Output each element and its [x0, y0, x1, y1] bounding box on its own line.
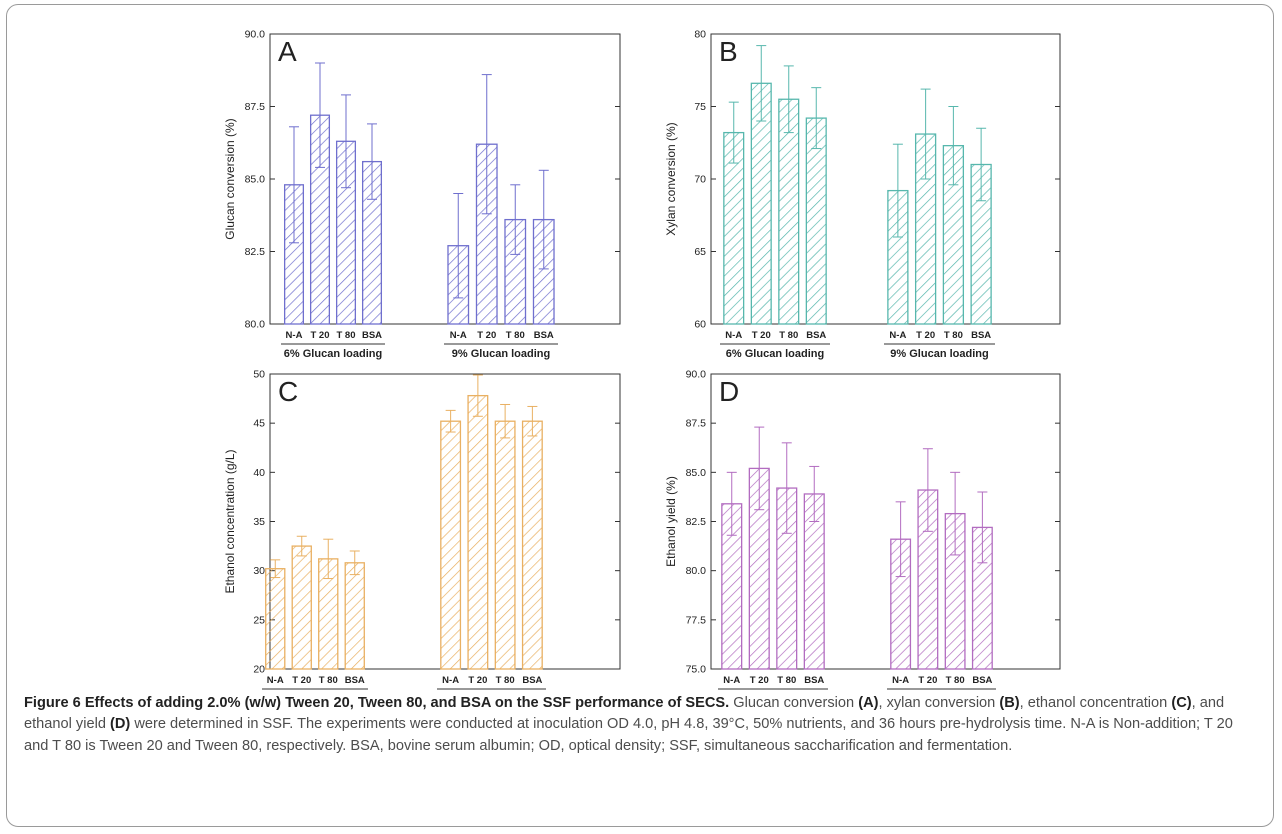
caption-body: Glucan conversion (A), xylan conversion …	[24, 695, 1233, 754]
category-label: T 80	[336, 330, 355, 341]
y-axis-label: Glucan conversion (%)	[223, 118, 237, 239]
caption-part: , and ethanol yield	[24, 695, 1225, 733]
category-label: T 80	[319, 675, 338, 686]
y-tick-label: 85.0	[245, 174, 266, 186]
bar	[521, 420, 543, 670]
y-tick-label: 25	[253, 614, 265, 626]
category-label: T 20	[752, 330, 771, 341]
y-tick-label: 82.5	[686, 516, 707, 528]
y-tick-label: 45	[253, 418, 265, 430]
bar	[265, 568, 286, 670]
panel-label: A	[278, 36, 297, 67]
category-label: T 20	[750, 675, 769, 686]
y-tick-label: 82.5	[245, 246, 266, 258]
caption-part: (C)	[1171, 695, 1192, 711]
y-axis-label: Ethanol yield (%)	[664, 476, 678, 567]
y-tick-label: 35	[253, 516, 265, 528]
panel-label: C	[278, 376, 298, 407]
category-label: N-A	[267, 675, 284, 686]
category-label: T 20	[477, 330, 496, 341]
panel-label: B	[719, 36, 738, 67]
y-tick-label: 65	[694, 246, 706, 258]
bar	[467, 394, 489, 670]
y-tick-label: 85.0	[686, 467, 707, 479]
bar	[440, 420, 462, 670]
category-label: BSA	[362, 330, 382, 341]
category-label: T 80	[944, 330, 963, 341]
y-tick-label: 90.0	[686, 369, 707, 381]
category-label: BSA	[971, 330, 991, 341]
category-label: N-A	[723, 675, 740, 686]
y-tick-label: 77.5	[686, 614, 707, 626]
y-axis-label: Ethanol concentration (g/L)	[223, 449, 237, 593]
y-tick-label: 30	[253, 565, 265, 577]
caption-part: (A)	[858, 695, 879, 711]
y-tick-label: 60	[694, 319, 706, 331]
category-label: T 20	[468, 675, 487, 686]
chart-panel-d: 75.0 77.5 80.0 82.5 85.0 87.5 90.0 D Ethanol yie…	[664, 369, 1061, 690]
group-label: 9% Glucan loading	[452, 348, 550, 360]
caption-part: were determined in SSF. The experiments …	[24, 716, 1233, 754]
category-label: BSA	[534, 330, 554, 341]
bar	[494, 420, 516, 670]
category-label: N-A	[892, 675, 909, 686]
category-label: N-A	[450, 330, 467, 341]
category-label: T 80	[777, 675, 796, 686]
caption-title: Figure 6 Effects of adding 2.0% (w/w) Tw…	[24, 695, 730, 711]
caption-part: (D)	[110, 716, 131, 733]
group-label: 6% Glucan loading	[284, 348, 382, 360]
bar	[291, 545, 312, 670]
caption-part: (B)	[999, 695, 1020, 711]
y-tick-label: 90.0	[245, 29, 266, 41]
category-label: BSA	[806, 330, 826, 341]
category-label: N-A	[286, 330, 303, 341]
bar	[344, 562, 365, 670]
figure-frame	[6, 4, 1274, 827]
y-tick-label: 40	[253, 467, 265, 479]
caption-part: , ethanol concentration	[1019, 695, 1172, 711]
group-label: 9% Glucan loading	[890, 348, 988, 360]
y-tick-label: 75.0	[686, 664, 707, 676]
y-tick-label: 80	[694, 29, 706, 41]
y-tick-label: 20	[253, 664, 265, 676]
chart-panel-b: 60 65 70 75 80 B Xylan conversion (%) N-A T 20 T …	[664, 29, 1061, 360]
chart-panel-a: 80.0 82.5 85.0 87.5 90.0 A Glucan conversion (…	[223, 29, 621, 360]
figure-caption: Figure 6 Effects of adding 2.0% (w/w) Tw…	[24, 693, 1260, 757]
category-label: T 80	[496, 675, 515, 686]
category-label: N-A	[442, 675, 459, 686]
category-label: BSA	[345, 675, 365, 686]
caption-part: Glucan conversion	[729, 695, 859, 711]
y-tick-label: 50	[253, 369, 265, 381]
category-label: T 20	[918, 675, 937, 686]
y-tick-label: 80.0	[245, 319, 266, 331]
panel-label: D	[719, 376, 739, 407]
category-label: BSA	[804, 675, 824, 686]
group-label: 6% Glucan loading	[726, 348, 824, 360]
figure-panels: 80.0 82.5 85.0 87.5 90.0 A Glucan conversion (…	[223, 29, 1061, 690]
chart-panel-c: 20 25 30 35 40 45 50 C Ethanol concentration (g/…	[223, 369, 621, 690]
category-label: N-A	[725, 330, 742, 341]
category-label: T 80	[779, 330, 798, 341]
y-tick-label: 70	[694, 174, 706, 186]
category-label: T 20	[310, 330, 329, 341]
y-axis-label: Xylan conversion (%)	[664, 122, 678, 235]
category-label: N-A	[889, 330, 906, 341]
y-tick-label: 80.0	[686, 565, 707, 577]
caption-part: , xylan conversion	[878, 695, 1000, 711]
category-label: T 20	[916, 330, 935, 341]
category-label: BSA	[972, 675, 992, 686]
category-label: T 80	[506, 330, 525, 341]
y-tick-label: 75	[694, 101, 706, 113]
y-tick-label: 87.5	[245, 101, 266, 113]
category-label: T 80	[946, 675, 965, 686]
category-label: BSA	[522, 675, 542, 686]
y-tick-label: 87.5	[686, 418, 707, 430]
category-label: T 20	[292, 675, 311, 686]
